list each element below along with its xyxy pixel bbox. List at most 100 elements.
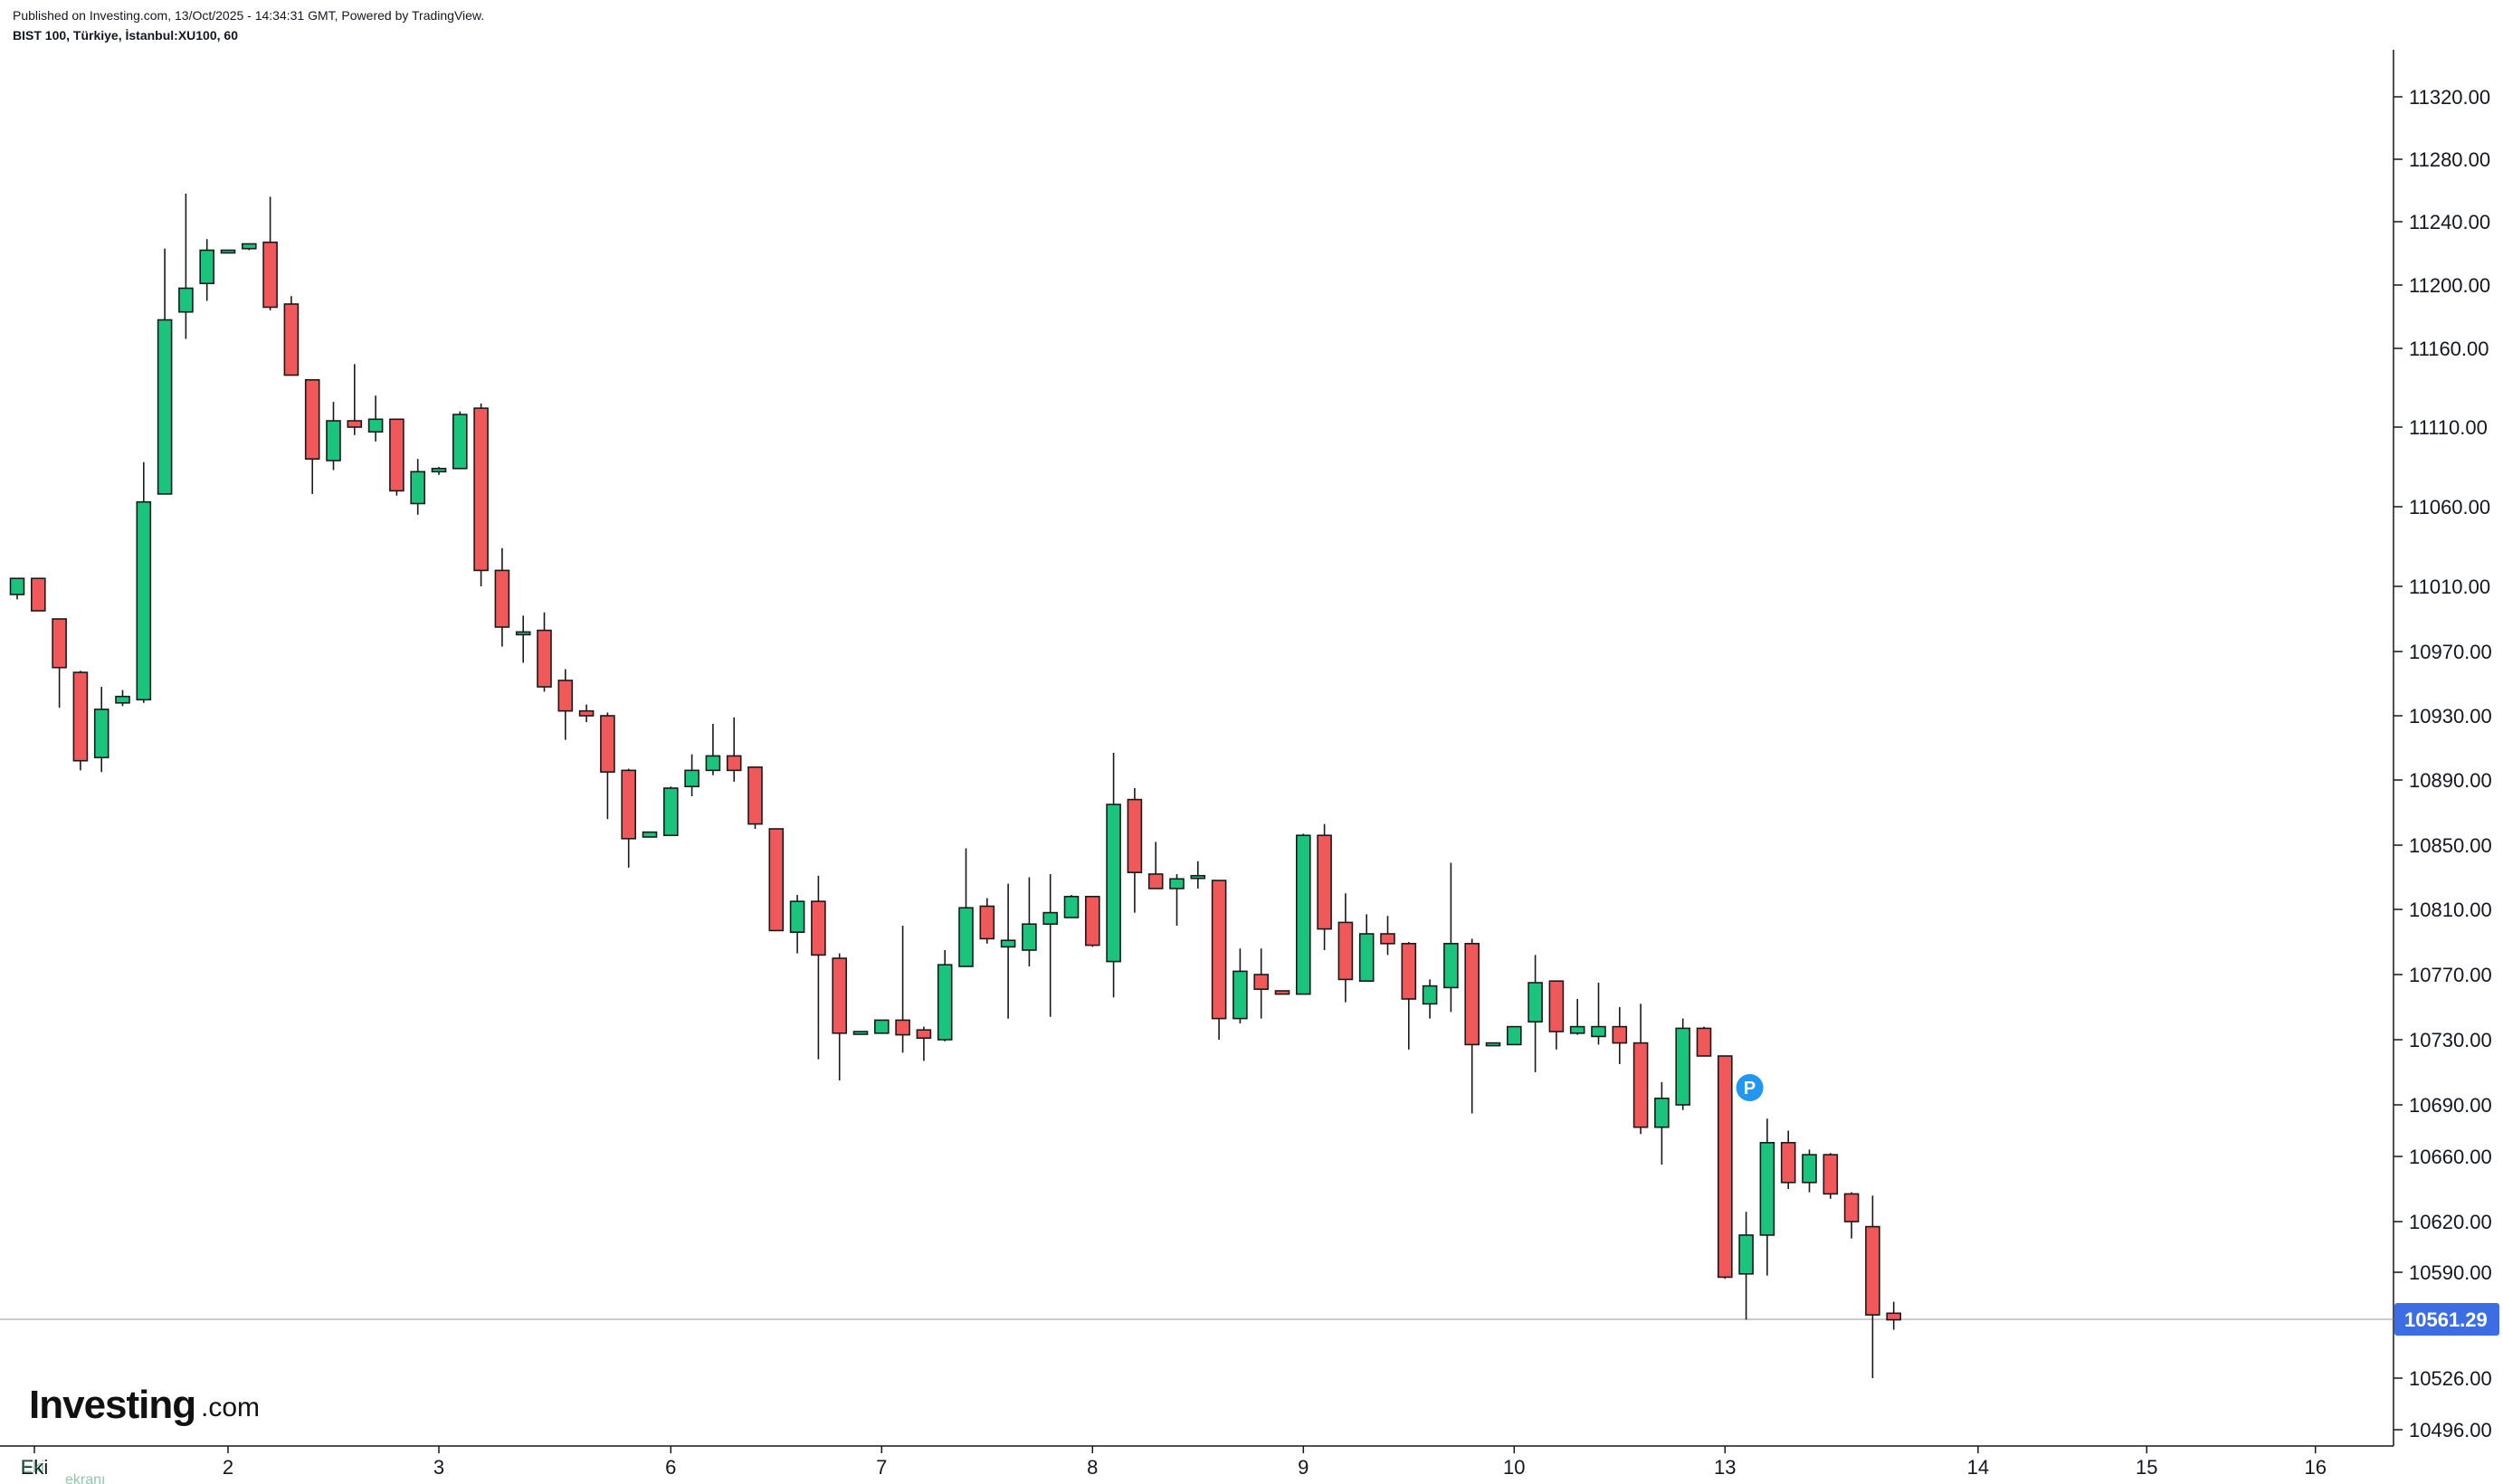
candle-body <box>1823 1154 1839 1195</box>
p-marker: P <box>1736 1074 1764 1101</box>
candle-body <box>157 319 173 495</box>
candle-body <box>621 769 637 840</box>
candle-body <box>1886 1312 1901 1321</box>
candle <box>1401 942 1417 1050</box>
candle <box>1675 1018 1690 1110</box>
candle <box>1823 1153 1839 1199</box>
candle-body <box>1337 921 1354 981</box>
x-tick-label: 6 <box>665 1456 676 1479</box>
candle <box>72 671 89 771</box>
candle-body <box>1527 982 1543 1023</box>
candle <box>1527 955 1543 1072</box>
candle-body <box>115 695 130 704</box>
candle <box>1274 990 1290 995</box>
candle-body <box>1780 1142 1796 1184</box>
y-tick-label: 10730.00 <box>2409 1029 2492 1051</box>
candle-body <box>979 905 995 940</box>
candle <box>1759 1118 1775 1276</box>
candle <box>557 669 574 740</box>
candle-body <box>747 766 763 825</box>
candle-body <box>93 709 109 758</box>
candle-body <box>1000 939 1016 948</box>
candle <box>1569 999 1585 1035</box>
candle-body <box>832 957 848 1034</box>
published-info: Published on Investing.com, 13/Oct/2025 … <box>13 8 485 23</box>
candle-body <box>1865 1225 1880 1316</box>
candle <box>1548 980 1565 1050</box>
candle <box>199 239 214 301</box>
candle <box>410 459 426 515</box>
candle <box>1886 1301 1901 1330</box>
candle <box>1738 1212 1754 1320</box>
y-tick-label: 11280.00 <box>2409 148 2490 171</box>
x-tick-label: Eki <box>21 1456 49 1479</box>
x-tick-label: 15 <box>2136 1456 2157 1479</box>
x-tick-label: 8 <box>1087 1456 1098 1479</box>
x-tick-label: 16 <box>2304 1456 2326 1479</box>
candle <box>1000 883 1016 1019</box>
candle-body <box>410 471 426 505</box>
candle <box>895 926 910 1053</box>
candle <box>537 612 552 692</box>
candle-body <box>1675 1027 1690 1106</box>
candle-body <box>9 577 25 595</box>
candle <box>1718 1055 1733 1279</box>
candle <box>873 1019 890 1034</box>
logo-domain: .com <box>201 1393 260 1422</box>
candle-body <box>1042 911 1058 925</box>
y-tick-label: 10620.00 <box>2409 1211 2492 1233</box>
candle-body <box>1022 923 1037 951</box>
candle <box>578 704 595 723</box>
candle <box>1632 1004 1649 1135</box>
candle <box>220 249 236 254</box>
candle-body <box>811 900 826 956</box>
candle-body <box>1296 834 1311 995</box>
candle-body <box>1317 834 1332 930</box>
candle-body <box>1485 1042 1501 1047</box>
x-axis: Eki 2 3 6 7 8 9 10 13 14 15 16 <box>21 1446 2327 1479</box>
candle <box>1063 895 1080 918</box>
candle <box>1443 862 1459 1013</box>
candle-body <box>1253 974 1269 991</box>
candle <box>1591 983 1606 1045</box>
y-tick-label: 10526.00 <box>2409 1367 2492 1390</box>
candle-body <box>642 831 658 838</box>
x-tick-label: 10 <box>1503 1456 1525 1479</box>
y-tick-label: 11010.00 <box>2409 576 2490 598</box>
y-tick-label: 11200.00 <box>2409 274 2490 297</box>
candle <box>304 378 320 494</box>
candle <box>515 615 531 663</box>
y-tick-label: 11060.00 <box>2409 496 2490 518</box>
candle <box>1696 1026 1712 1057</box>
candle <box>347 364 363 435</box>
watermark-line2: ekranı <box>65 1472 105 1484</box>
y-tick-label: 10850.00 <box>2409 834 2492 857</box>
candle <box>1106 752 1121 998</box>
candle <box>283 296 300 376</box>
candle-body <box>916 1029 932 1039</box>
candle <box>1780 1130 1796 1189</box>
investing-logo: Investing .com <box>29 1383 260 1427</box>
candle <box>1022 877 1037 966</box>
candle-body <box>431 467 447 473</box>
candle <box>389 418 404 496</box>
candle-body <box>662 787 679 837</box>
candle <box>811 875 826 1060</box>
candle <box>916 1026 932 1061</box>
candle <box>747 766 763 829</box>
last-price-tag: 10561.29 <box>2394 1303 2499 1336</box>
candle <box>1169 873 1185 926</box>
candle-body <box>1632 1042 1649 1128</box>
candle <box>473 403 489 586</box>
candle-body <box>684 769 700 787</box>
candle <box>1147 842 1164 889</box>
candle-body <box>1422 985 1438 1005</box>
candle <box>326 402 341 471</box>
candle-body <box>1401 943 1417 1000</box>
candle-body <box>1063 895 1080 918</box>
y-tick-label: 10890.00 <box>2409 769 2492 792</box>
candle <box>1380 916 1395 956</box>
candle-body <box>895 1019 910 1036</box>
candle <box>1358 914 1375 983</box>
